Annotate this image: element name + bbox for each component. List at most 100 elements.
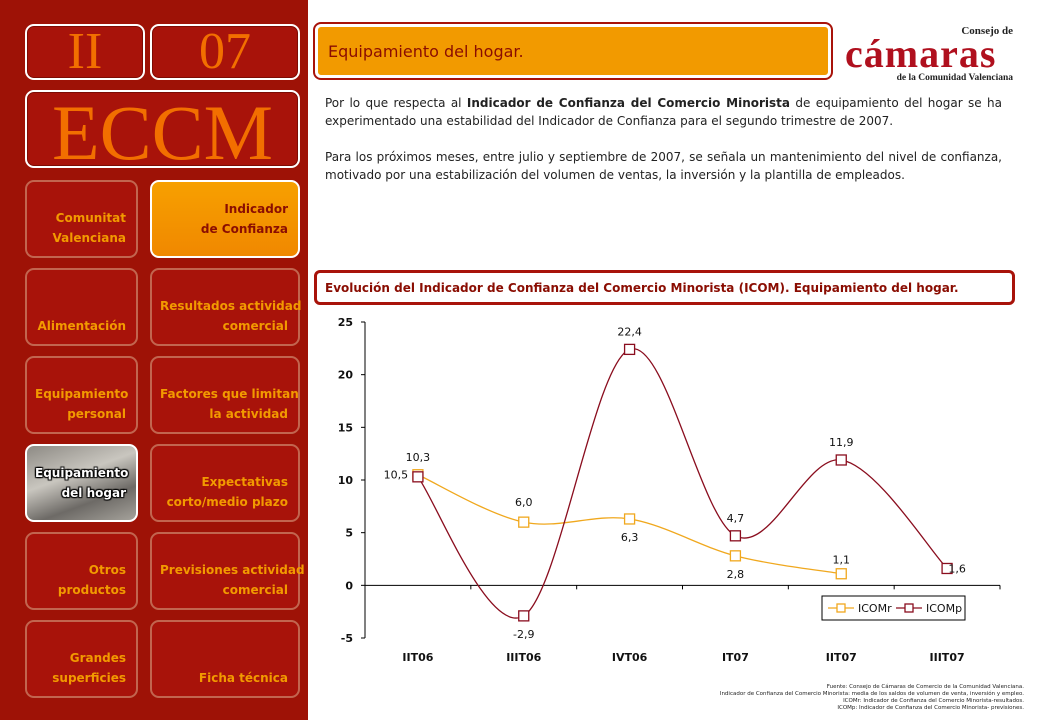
data-point-ICOMr	[729, 550, 742, 562]
footnote: ICOMr: Indicador de Confianza del Comerc…	[843, 698, 1024, 704]
logo-line1: Consejo de	[961, 25, 1013, 37]
nav-label: comercial	[222, 319, 288, 333]
section-title-text: Equipamiento del hogar.	[328, 41, 524, 61]
chart-title: Evolución del Indicador de Confianza del…	[314, 270, 1015, 305]
nav-label: Resultados actividad	[160, 299, 302, 313]
y-tick-label: 15	[338, 421, 353, 434]
y-tick-label: 0	[345, 579, 353, 592]
nav-ficha-tecnica[interactable]: Ficha técnica	[150, 620, 300, 698]
legend-marker-ICOMr	[836, 603, 846, 613]
page-number-box: 07	[150, 24, 300, 80]
nav-label: personal	[67, 407, 126, 421]
data-point-ICOMp	[623, 343, 636, 356]
nav-previsiones-actividad[interactable]: Previsiones actividad comercial	[150, 532, 305, 610]
nav-label: Expectativas	[201, 475, 288, 489]
nav-label: comercial	[222, 583, 288, 597]
nav-label: Ficha técnica	[198, 671, 288, 685]
page-number: 07	[199, 23, 251, 80]
paragraph-1-bold: Indicador de Confianza del Comercio Mino…	[466, 96, 790, 110]
data-point-ICOMp	[412, 471, 424, 483]
data-point-ICOMr	[835, 568, 847, 580]
nav-label: Valenciana	[52, 231, 127, 245]
footnote: Indicador de Confianza del Comercio Mino…	[719, 691, 1024, 697]
x-tick-label: IIT07	[826, 651, 857, 664]
chart-title-text: Evolución del Indicador de Confianza del…	[325, 280, 959, 295]
footnotes: Fuente: Consejo de Cámaras de Comercio d…	[504, 684, 1024, 712]
data-label-ICOMp: -2,9	[513, 628, 534, 641]
nav-label: Grandes	[69, 651, 126, 665]
logo-line3: de la Comunidad Valenciana	[897, 73, 1014, 83]
data-label-ICOMr: 2,8	[727, 568, 745, 581]
footnote: ICOMp: Indicador de Confianza del Comerc…	[837, 705, 1024, 711]
data-label-ICOMp: 11,9	[829, 436, 854, 449]
x-tick-label: IVT06	[612, 651, 648, 664]
x-tick-label: IIIT06	[506, 651, 541, 664]
footnote: Fuente: Consejo de Cámaras de Comercio d…	[826, 684, 1024, 690]
paragraph-1: Por lo que respecta al Indicador de Conf…	[325, 94, 1002, 130]
data-point-ICOMr	[518, 516, 530, 528]
paragraph-2: Para los próximos meses, entre julio y s…	[325, 148, 1002, 184]
nav-equipamiento-hogar[interactable]: Equipamiento del hogar	[25, 444, 138, 522]
paragraph-1-text-end: de equipamiento del hogar se ha experime…	[325, 96, 1003, 128]
nav-resultados-actividad[interactable]: Resultados actividad comercial	[150, 268, 302, 346]
data-label-ICOMr: 10,5	[384, 469, 409, 482]
nav-label: la actividad	[209, 407, 288, 421]
data-label-ICOMp: 10,3	[406, 451, 431, 464]
nav-label: corto/medio plazo	[166, 495, 288, 509]
camaras-logo: Consejo de cámaras de la Comunidad Valen…	[845, 25, 1014, 83]
acronym: ECCM	[51, 90, 274, 168]
nav-label: de Confianza	[200, 222, 288, 236]
nav-label: Equipamiento	[35, 466, 129, 480]
data-label-ICOMr: 1,1	[833, 554, 851, 567]
data-label-ICOMr: 6,3	[621, 531, 639, 544]
y-tick-label: 5	[345, 527, 353, 540]
x-tick-label: IIT06	[402, 651, 433, 664]
data-point-ICOMp	[835, 454, 847, 466]
nav-label: del hogar	[61, 486, 126, 500]
nav-label: productos	[57, 583, 126, 597]
legend-marker-ICOMp	[904, 603, 914, 613]
nav-indicador-confianza[interactable]: Indicador de Confianza	[150, 180, 300, 258]
nav-label: Equipamiento	[35, 387, 129, 401]
nav-label: Indicador	[224, 202, 288, 216]
data-point-ICOMr	[623, 513, 636, 525]
paragraph-1-text: Por lo que respecta al	[325, 96, 467, 110]
nav-label: Factores que limitan	[160, 387, 299, 401]
paragraph-2-text: Para los próximos meses, entre julio y s…	[325, 150, 1002, 182]
data-label-ICOMp: 22,4	[617, 325, 642, 338]
nav-comunitat-valenciana[interactable]: Comunitat Valenciana	[25, 180, 138, 258]
nav-label: Comunitat	[55, 211, 126, 225]
nav-label: Alimentación	[37, 319, 126, 333]
nav-equipamiento-personal[interactable]: Equipamiento personal	[25, 356, 138, 434]
nav-label: Previsiones actividad	[160, 563, 305, 577]
data-point-ICOMp	[518, 610, 530, 622]
y-tick-label: -5	[341, 632, 353, 645]
chapter-box: II	[25, 24, 145, 80]
acronym-box: ECCM	[25, 90, 300, 168]
nav-expectativas[interactable]: Expectativas corto/medio plazo	[150, 444, 300, 522]
data-point-ICOMp	[941, 562, 953, 575]
data-label-ICOMr: 6,0	[515, 496, 533, 509]
logo-brand: cámaras	[845, 31, 996, 76]
section-title: Equipamiento del hogar.	[315, 24, 831, 78]
sidebar: II 07 ECCM Comunitat Valenciana Indicado…	[0, 0, 308, 720]
y-tick-label: 20	[338, 369, 354, 382]
x-tick-label: IT07	[722, 651, 749, 664]
chapter-label: II	[67, 23, 103, 80]
data-point-ICOMp	[729, 530, 742, 542]
line-chart: -5 0 5 10 15 20 25 IIT06 IIIT06 IVT06 IT07 IIT07 III…	[338, 316, 1001, 664]
legend-label-ICOMr: ICOMr	[858, 602, 892, 615]
nav-otros-productos[interactable]: Otros productos	[25, 532, 138, 610]
nav-grandes-superficies[interactable]: Grandes superficies	[25, 620, 138, 698]
nav-label: Otros	[88, 563, 126, 577]
y-tick-label: 10	[338, 474, 354, 487]
x-tick-label: IIIT07	[930, 651, 965, 664]
series-line-ICOMp	[417, 348, 948, 619]
nav-label: superficies	[52, 671, 126, 685]
nav-alimentacion[interactable]: Alimentación	[25, 268, 138, 346]
y-tick-label: 25	[338, 316, 353, 329]
nav-factores-limitan[interactable]: Factores que limitan la actividad	[150, 356, 300, 434]
data-label-ICOMp: 1,6	[948, 562, 966, 575]
legend-label-ICOMp: ICOMp	[926, 602, 962, 615]
data-label-ICOMp: 4,7	[727, 512, 745, 525]
